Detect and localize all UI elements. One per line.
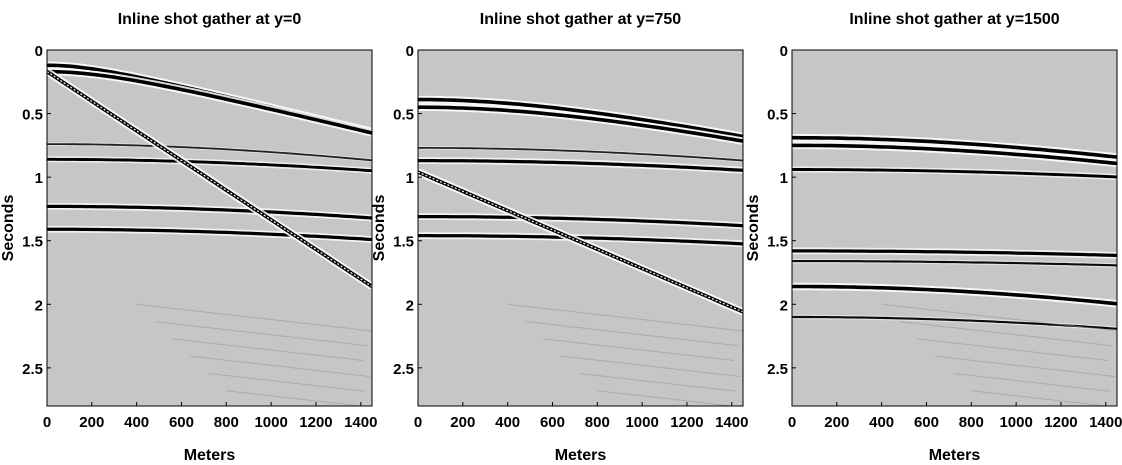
- x-tick-label: 1400: [344, 414, 377, 431]
- y-tick-label: 1: [35, 170, 43, 187]
- x-tick-label: 800: [585, 414, 610, 431]
- faint-event: [226, 390, 366, 406]
- x-tick-label: 200: [824, 414, 849, 431]
- faint-event: [136, 303, 372, 332]
- panel-2: 0 200 400 600 800 1000 1200 1400 0 0.5 1 1.5 2 2.5 Inl…: [371, 11, 748, 464]
- y-tick-label: 0: [780, 43, 788, 60]
- x-tick-label: 0: [788, 414, 796, 431]
- faint-event: [154, 321, 368, 347]
- panel-title: Inline shot gather at y=750: [480, 11, 682, 28]
- event-hyperbola: [47, 69, 372, 135]
- event-hyperbola: [418, 105, 743, 143]
- x-axis-label: Meters: [929, 447, 981, 464]
- event-hyperbola: [418, 97, 743, 139]
- y-tick-label: 1.5: [393, 234, 414, 251]
- x-tick-label: 1000: [254, 414, 287, 431]
- gather-background: [792, 50, 1117, 406]
- x-tick-label: 800: [959, 414, 984, 431]
- event-hyperbola: [792, 143, 1117, 166]
- reflection-events: [418, 95, 743, 406]
- axes-frame: [46, 49, 373, 407]
- faint-event: [971, 390, 1111, 406]
- panel-3: 0 200 400 600 800 1000 1200 1400 0 0.5 1 1.5 2 2.5 Inl…: [745, 11, 1122, 464]
- event-hyperbola: [792, 284, 1117, 306]
- y-axis-label: Seconds: [745, 195, 762, 262]
- y-tick-label: 1.5: [767, 234, 788, 251]
- panel-1: 0 200 400 600 800 1000 1200 1400 0 0.5 1 1.5 2 2.5 Inl…: [0, 11, 377, 464]
- panel-title: Inline shot gather at y=1500: [849, 11, 1059, 28]
- x-tick-label: 400: [869, 414, 894, 431]
- y-tick-label: 2: [406, 297, 414, 314]
- y-axis-label: Seconds: [0, 195, 17, 262]
- x-tick-label: 1200: [1044, 414, 1077, 431]
- x-tick-label: 400: [124, 414, 149, 431]
- faint-event: [935, 355, 1115, 377]
- faint-event: [507, 303, 743, 332]
- faint-event: [172, 338, 364, 361]
- y-tick-label: 2: [35, 297, 43, 314]
- event-direct-wave-texture: [47, 71, 372, 288]
- x-tick-label: 200: [450, 414, 475, 431]
- axes-frame: [417, 49, 744, 407]
- faint-event: [190, 355, 370, 377]
- x-tick-label: 1200: [670, 414, 703, 431]
- faint-event: [881, 303, 1117, 332]
- y-tick-label: 0: [406, 43, 414, 60]
- event-hyperbola: [792, 135, 1117, 159]
- y-tick-label: 1: [780, 170, 788, 187]
- x-tick-label: 600: [914, 414, 939, 431]
- event-hyperbola: [47, 227, 372, 242]
- y-tick-label: 1: [406, 170, 414, 187]
- faint-event: [543, 338, 735, 361]
- event-hyperbola: [47, 157, 372, 173]
- y-tick-label: 2.5: [393, 361, 414, 378]
- faint-event: [525, 321, 739, 347]
- y-tick-label: 2: [780, 297, 788, 314]
- faint-event: [899, 321, 1113, 347]
- x-tick-label: 0: [414, 414, 422, 431]
- x-axis-label: Meters: [184, 447, 236, 464]
- reflection-events: [792, 133, 1117, 406]
- reflection-events: [47, 61, 372, 406]
- y-tick-label: 0.5: [767, 107, 788, 124]
- faint-event: [208, 373, 366, 392]
- event-hyperbola: [792, 260, 1117, 267]
- event-hyperbola: [418, 147, 743, 162]
- faint-event: [917, 338, 1109, 361]
- x-tick-label: 1400: [1089, 414, 1122, 431]
- x-tick-label: 1400: [715, 414, 748, 431]
- y-axis-label: Seconds: [371, 195, 388, 262]
- x-tick-label: 400: [495, 414, 520, 431]
- faint-event: [561, 355, 741, 377]
- x-tick-label: 1000: [999, 414, 1032, 431]
- y-tick-label: 0.5: [393, 107, 414, 124]
- event-hyperbola: [418, 233, 743, 246]
- y-tick-label: 0.5: [22, 107, 43, 124]
- faint-event: [597, 390, 737, 406]
- event-hyperbola: [792, 249, 1117, 258]
- event-hyperbola: [418, 214, 743, 228]
- x-tick-label: 600: [169, 414, 194, 431]
- panel-title: Inline shot gather at y=0: [118, 11, 302, 28]
- y-tick-label: 1.5: [22, 234, 43, 251]
- y-tick-label: 0: [35, 43, 43, 60]
- event-hyperbola: [418, 158, 743, 172]
- event-hyperbola: [792, 168, 1117, 179]
- faint-event: [579, 373, 737, 392]
- y-tick-label: 2.5: [22, 361, 43, 378]
- faint-event: [953, 373, 1111, 392]
- x-tick-label: 600: [540, 414, 565, 431]
- event-direct-wave-texture: [418, 171, 743, 313]
- x-tick-label: 1200: [299, 414, 332, 431]
- y-tick-label: 2.5: [767, 361, 788, 378]
- x-tick-label: 1000: [625, 414, 658, 431]
- axes-frame: [791, 49, 1118, 407]
- x-tick-label: 0: [43, 414, 51, 431]
- x-tick-label: 800: [214, 414, 239, 431]
- x-tick-label: 200: [79, 414, 104, 431]
- x-axis-label: Meters: [555, 447, 607, 464]
- event-hyperbola: [47, 143, 372, 162]
- event-hyperbola: [47, 204, 372, 220]
